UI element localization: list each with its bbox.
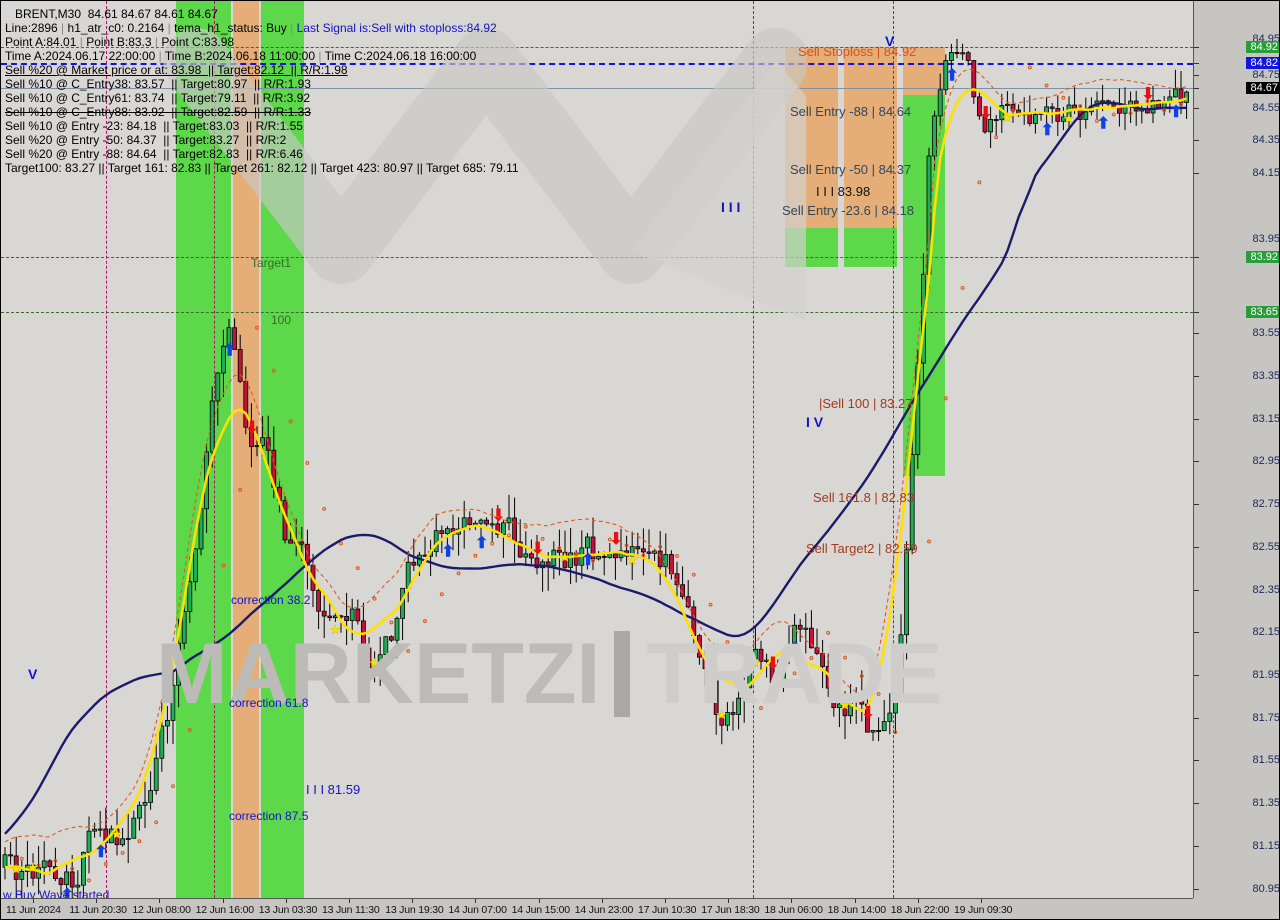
svg-text:⬇: ⬇	[531, 541, 544, 558]
svg-text:⬇: ⬇	[492, 507, 505, 524]
svg-text:⬆: ⬆	[1041, 122, 1054, 139]
svg-text:★: ★	[626, 553, 638, 568]
svg-text:⬇: ⬇	[1141, 86, 1154, 103]
svg-text:★: ★	[27, 860, 39, 875]
svg-text:★: ★	[111, 827, 123, 842]
svg-text:⬇: ⬇	[609, 531, 622, 548]
svg-text:⬆: ⬆	[475, 535, 488, 552]
svg-text:⬆: ⬆	[441, 544, 454, 561]
svg-text:⬆: ⬆	[581, 552, 594, 569]
svg-text:⬇: ⬇	[979, 105, 992, 122]
svg-text:★: ★	[1001, 110, 1013, 125]
svg-text:⬆: ⬆	[1097, 116, 1110, 133]
svg-text:★: ★	[1063, 111, 1075, 126]
svg-text:★: ★	[559, 549, 571, 564]
svg-text:⬆: ⬆	[1169, 104, 1182, 121]
svg-text:⬆: ⬆	[945, 67, 958, 84]
svg-text:⬆: ⬆	[94, 844, 107, 861]
svg-text:★: ★	[10, 861, 22, 876]
